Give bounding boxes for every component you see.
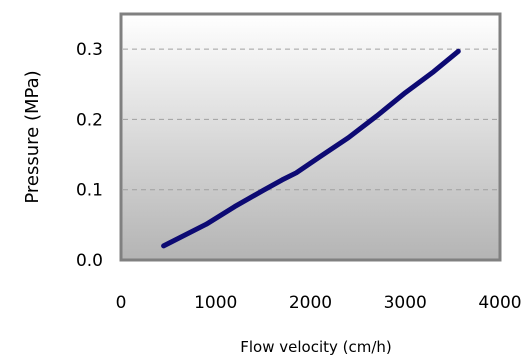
y-tick-label: 0.2 <box>76 110 103 130</box>
x-tick-label: 4000 <box>478 293 521 313</box>
series-layer <box>161 48 461 249</box>
y-tick-label: 0.3 <box>76 40 103 60</box>
axis-ticks: 0.0 0.1 0.2 0.3 0 1000 2000 3000 4000 <box>76 40 522 313</box>
x-tick-label: 1000 <box>194 293 237 313</box>
x-tick-label: 0 <box>116 293 127 313</box>
x-axis-title: Flow velocity (cm/h) <box>240 338 392 356</box>
series-line <box>161 48 461 249</box>
y-tick-label: 0.0 <box>76 251 103 271</box>
plot-area <box>119 12 502 262</box>
y-tick-label: 0.1 <box>76 181 103 201</box>
x-tick-label: 3000 <box>384 293 427 313</box>
x-tick-label: 2000 <box>289 293 332 313</box>
y-axis-title: Pressure (MPa) <box>22 70 43 203</box>
